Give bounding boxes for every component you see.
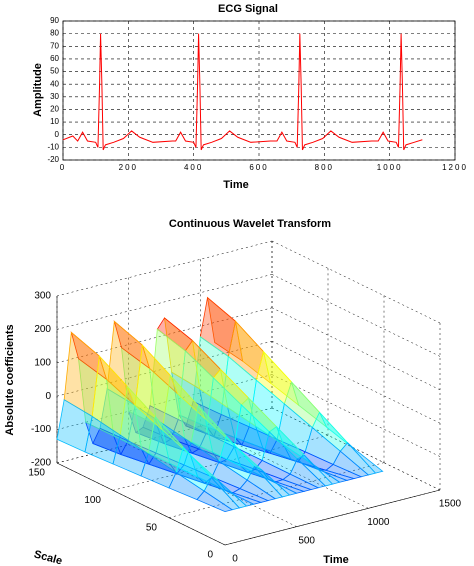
axis-line xyxy=(224,489,441,546)
y-tick-label: 40 xyxy=(50,79,59,88)
x-tick-label: 500 xyxy=(298,535,315,546)
y-tick-label: 70 xyxy=(50,41,59,50)
x-axis-label: Time xyxy=(323,554,348,566)
z-tick-label: 300 xyxy=(34,291,51,302)
plot-frame xyxy=(62,20,456,161)
surface-cell xyxy=(196,490,234,513)
y-tick-label: 50 xyxy=(50,67,59,76)
grid-line xyxy=(56,274,273,330)
y-tick-label: 30 xyxy=(50,92,59,101)
x-tick-label: 600 xyxy=(249,163,268,172)
grid-line xyxy=(271,374,441,457)
x-axis-label: Time xyxy=(223,179,248,191)
y-tick-label: 60 xyxy=(50,54,59,63)
z-tick-label: -200 xyxy=(31,458,51,469)
x-tick-label: 800 xyxy=(315,163,334,172)
y-tick-label: -20 xyxy=(47,155,59,164)
grid-line xyxy=(271,307,441,391)
grid-line xyxy=(56,240,273,297)
x-tick-label: 0 xyxy=(232,554,238,565)
y-tick-label: 100 xyxy=(84,495,101,506)
y-tick-label: 90 xyxy=(50,16,59,25)
x-tick-label: 200 xyxy=(119,163,138,172)
x-tick-label: 0 xyxy=(60,163,66,172)
z-axis-label: Absolute coefficients xyxy=(4,324,16,435)
y-tick-label: -10 xyxy=(47,142,59,151)
y-tick-label: 20 xyxy=(50,105,59,114)
z-tick-label: 100 xyxy=(34,357,51,368)
y-axis-label: Amplitude xyxy=(32,63,44,117)
chart-title: Continuous Wavelet Transform xyxy=(169,218,331,230)
ecg-line xyxy=(62,33,423,151)
chart-title: ECG Signal xyxy=(218,3,278,15)
y-tick-label: 80 xyxy=(50,29,59,38)
grid-line xyxy=(271,274,441,357)
grid-line xyxy=(271,340,441,424)
y-tick-label: 10 xyxy=(50,117,59,126)
grid-line xyxy=(56,307,273,364)
y-axis-label: Scale xyxy=(33,548,64,566)
grid-line xyxy=(56,374,273,430)
y-tick-label: 50 xyxy=(146,522,158,533)
x-tick-label: 1000 xyxy=(367,517,390,528)
z-tick-label: 200 xyxy=(34,324,51,335)
grid-line xyxy=(56,407,273,464)
x-tick-label: 1200 xyxy=(442,163,468,172)
y-tick-label: 150 xyxy=(28,468,45,479)
y-tick-label: 0 xyxy=(207,550,213,561)
grid-line xyxy=(271,407,441,491)
x-tick-label: 400 xyxy=(184,163,203,172)
axis-line xyxy=(56,462,226,546)
grid-line xyxy=(271,240,441,324)
z-tick-label: -100 xyxy=(31,424,51,435)
x-tick-label: 1000 xyxy=(377,163,403,172)
x-tick-label: 1500 xyxy=(439,499,462,510)
y-tick-label: 0 xyxy=(55,130,60,139)
grid-line xyxy=(128,444,297,527)
z-tick-label: 0 xyxy=(45,391,51,402)
